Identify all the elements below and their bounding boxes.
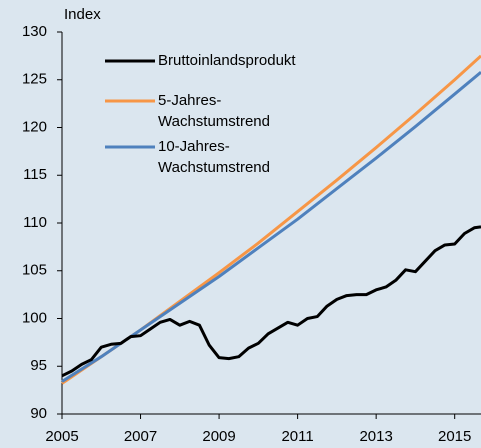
y-tick-label: 105 [22,262,47,279]
y-tick-label: 120 [22,118,47,135]
x-tick-label: 2007 [124,428,157,445]
x-tick-label: 2005 [45,428,78,445]
x-tick-label: 2015 [438,428,471,445]
series-line [61,70,481,383]
legend-label: 5-Jahres-Wachstumstrend [158,92,270,130]
y-tick-label: 100 [22,309,47,326]
y-tick-label: 125 [22,71,47,88]
y-tick-label: 90 [30,405,47,422]
series-line [61,225,481,378]
x-tick-label: 2013 [359,428,392,445]
legend-label: 10-Jahres-Wachstumstrend [158,138,270,176]
legend-label: Bruttoinlandsprodukt [158,52,296,69]
y-tick-label: 110 [23,214,47,231]
y-axis-label: Index [64,6,101,23]
x-tick-label: 2011 [281,428,313,445]
x-tick-label: 2009 [202,428,235,445]
y-tick-label: 95 [30,357,47,374]
y-tick-label: 130 [22,23,47,40]
y-tick-label: 115 [23,166,47,183]
